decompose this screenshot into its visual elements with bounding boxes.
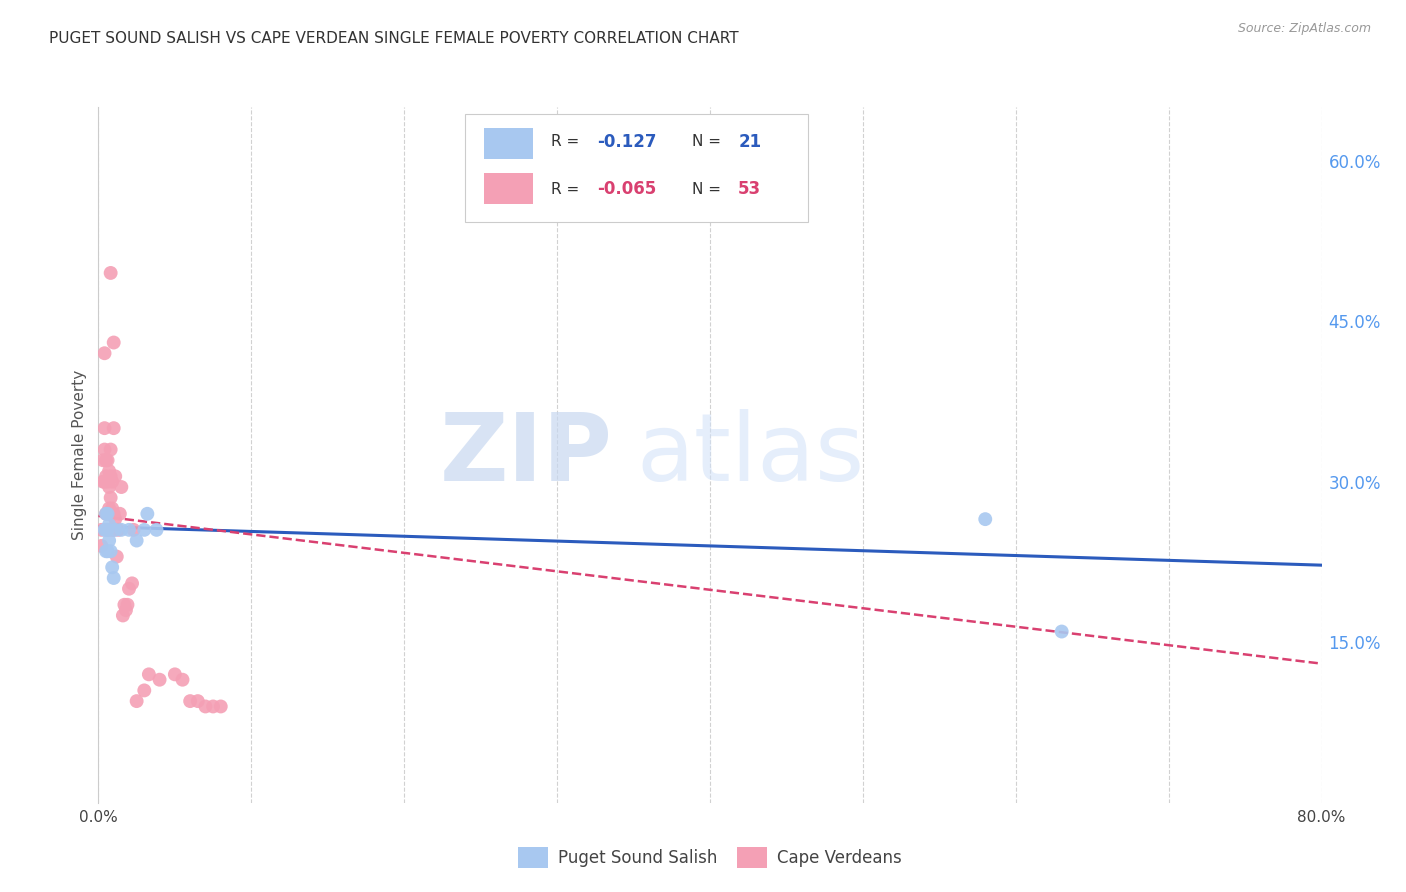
Point	[100, 507, 122, 521]
Point	[93, 523, 115, 537]
Point	[117, 598, 139, 612]
Point	[93, 421, 115, 435]
Point	[105, 549, 128, 564]
Point	[112, 598, 135, 612]
Bar	[484, 128, 533, 159]
Point	[103, 507, 125, 521]
Text: 53: 53	[738, 180, 761, 198]
Point	[209, 699, 232, 714]
Bar	[465, 114, 808, 222]
Point	[90, 539, 112, 553]
Point	[100, 491, 122, 505]
Text: Source: ZipAtlas.com: Source: ZipAtlas.com	[1237, 22, 1371, 36]
Point	[97, 523, 120, 537]
Point	[149, 673, 172, 687]
Point	[100, 544, 122, 558]
Legend: Puget Sound Salish, Cape Verdeans: Puget Sound Salish, Cape Verdeans	[512, 841, 908, 874]
Point	[122, 523, 145, 537]
Point	[93, 442, 115, 457]
Point	[94, 507, 117, 521]
Point	[118, 582, 141, 596]
Point	[110, 523, 132, 537]
Point	[94, 469, 117, 483]
Point	[97, 475, 120, 489]
Text: R =: R =	[551, 182, 583, 196]
Point	[121, 576, 143, 591]
Point	[98, 523, 121, 537]
Text: 21: 21	[738, 133, 761, 151]
Point	[101, 475, 124, 489]
Point	[103, 421, 125, 435]
Point	[110, 480, 132, 494]
Point	[97, 544, 120, 558]
Point	[101, 501, 124, 516]
Point	[125, 694, 148, 708]
Point	[1050, 624, 1073, 639]
Point	[111, 608, 134, 623]
Text: N =: N =	[692, 182, 725, 196]
Point	[974, 512, 997, 526]
Point	[97, 523, 120, 537]
Point	[107, 523, 129, 537]
Point	[187, 694, 209, 708]
Point	[179, 694, 201, 708]
Point	[172, 673, 194, 687]
Point	[138, 667, 160, 681]
Point	[94, 453, 117, 467]
Point	[118, 523, 141, 537]
Point	[97, 453, 120, 467]
Point	[100, 469, 122, 483]
Point	[163, 667, 186, 681]
Point	[100, 442, 122, 457]
Y-axis label: Single Female Poverty: Single Female Poverty	[72, 370, 87, 540]
Text: ZIP: ZIP	[439, 409, 612, 501]
Point	[103, 523, 125, 537]
Point	[94, 507, 117, 521]
Point	[93, 475, 115, 489]
Point	[98, 480, 121, 494]
Point	[115, 603, 138, 617]
Point	[91, 475, 114, 489]
Point	[202, 699, 225, 714]
Point	[134, 523, 156, 537]
Point	[94, 523, 117, 537]
Point	[136, 507, 159, 521]
Point	[90, 523, 112, 537]
Point	[104, 512, 127, 526]
Point	[108, 507, 131, 521]
Point	[103, 335, 125, 350]
Point	[98, 464, 121, 478]
Point	[93, 346, 115, 360]
Text: atlas: atlas	[637, 409, 865, 501]
Point	[98, 533, 121, 548]
Point	[98, 517, 121, 532]
Point	[125, 533, 148, 548]
Text: N =: N =	[692, 135, 725, 149]
Text: -0.065: -0.065	[598, 180, 657, 198]
Point	[97, 507, 120, 521]
Point	[101, 523, 124, 537]
Text: R =: R =	[551, 135, 583, 149]
Point	[104, 523, 127, 537]
Point	[101, 560, 124, 574]
Text: PUGET SOUND SALISH VS CAPE VERDEAN SINGLE FEMALE POVERTY CORRELATION CHART: PUGET SOUND SALISH VS CAPE VERDEAN SINGL…	[49, 31, 738, 46]
Point	[134, 683, 156, 698]
Point	[100, 266, 122, 280]
Point	[104, 469, 127, 483]
Bar	[484, 173, 533, 204]
Point	[94, 544, 117, 558]
Point	[145, 523, 167, 537]
Text: -0.127: -0.127	[598, 133, 657, 151]
Point	[194, 699, 217, 714]
Point	[98, 501, 121, 516]
Point	[97, 507, 120, 521]
Point	[103, 571, 125, 585]
Point	[91, 453, 114, 467]
